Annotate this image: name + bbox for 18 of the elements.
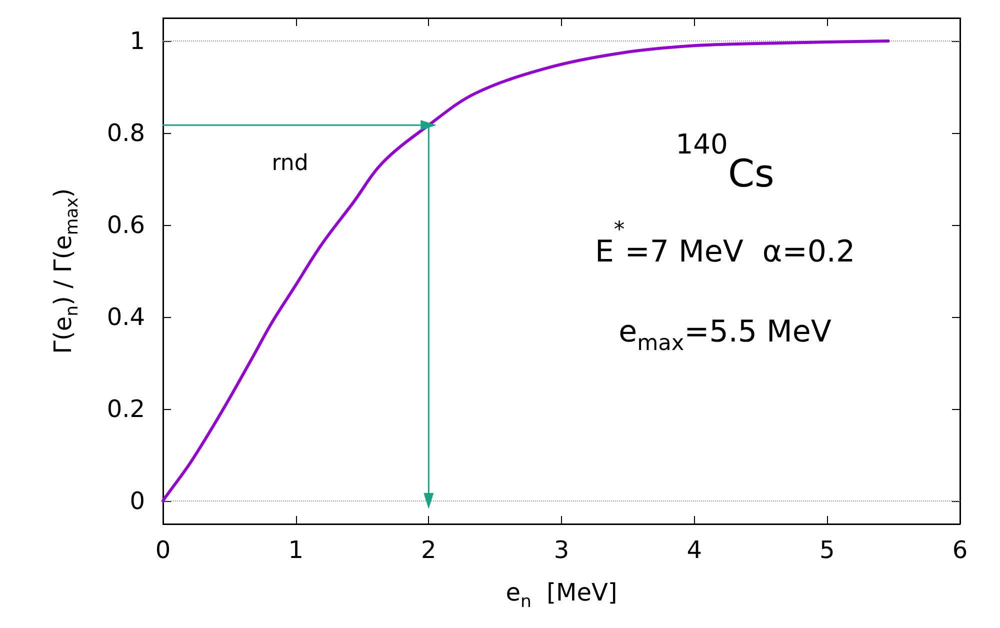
y-tick-label: 0.6 [106, 211, 145, 239]
y-tick-label: 0.8 [106, 119, 145, 147]
x-tick-label: 0 [155, 536, 171, 564]
y-tick-label: 0.4 [106, 303, 145, 331]
x-tick-label: 5 [820, 536, 835, 564]
y-axis-title: Γ(en) / Γ(emax) [49, 188, 82, 354]
x-tick-label: 2 [421, 536, 436, 564]
annotation: 140Cs [676, 130, 774, 196]
x-tick-label: 3 [554, 536, 570, 564]
line-series [162, 40, 890, 502]
x-tick-label: 6 [952, 536, 968, 564]
annotation: E*=7 MeV α=0.2 [594, 218, 856, 270]
x-tick-label: 4 [686, 536, 702, 564]
y-tick-label: 0 [130, 487, 145, 515]
y-tick-label: 1 [130, 27, 145, 55]
y-tick-label: 0.2 [106, 395, 145, 423]
x-tick-label: 1 [288, 536, 304, 564]
annotation: rnd [272, 151, 308, 176]
